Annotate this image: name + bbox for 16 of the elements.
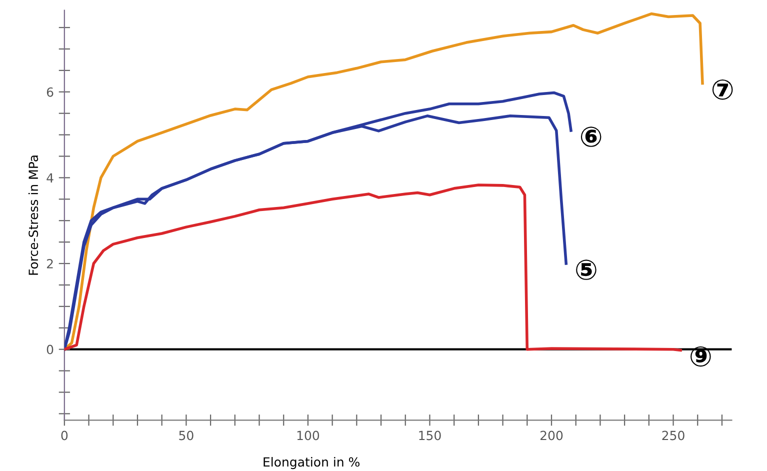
x-tick-label: 250: [662, 430, 684, 440]
x-tick-label: 100: [297, 430, 320, 440]
y-tick-label: 4: [46, 173, 54, 182]
y-tick-label: 2: [46, 258, 53, 268]
x-axis-title: Elongation in %: [264, 457, 360, 470]
x-tick-label: 0: [61, 430, 68, 440]
series-label: ⑦: [712, 79, 733, 100]
y-tick-label: 6: [46, 87, 54, 97]
x-tick-label: 150: [419, 430, 441, 440]
y-tick-label: 0: [46, 344, 54, 354]
y-axis-title: Force-Stress in MPa: [28, 156, 38, 275]
series-label: ⑥: [580, 126, 602, 147]
series-label: ⑨: [690, 346, 711, 367]
x-tick-label: 200: [540, 430, 563, 440]
series-label: ⑤: [576, 260, 596, 280]
x-tick-label: 50: [179, 430, 194, 440]
